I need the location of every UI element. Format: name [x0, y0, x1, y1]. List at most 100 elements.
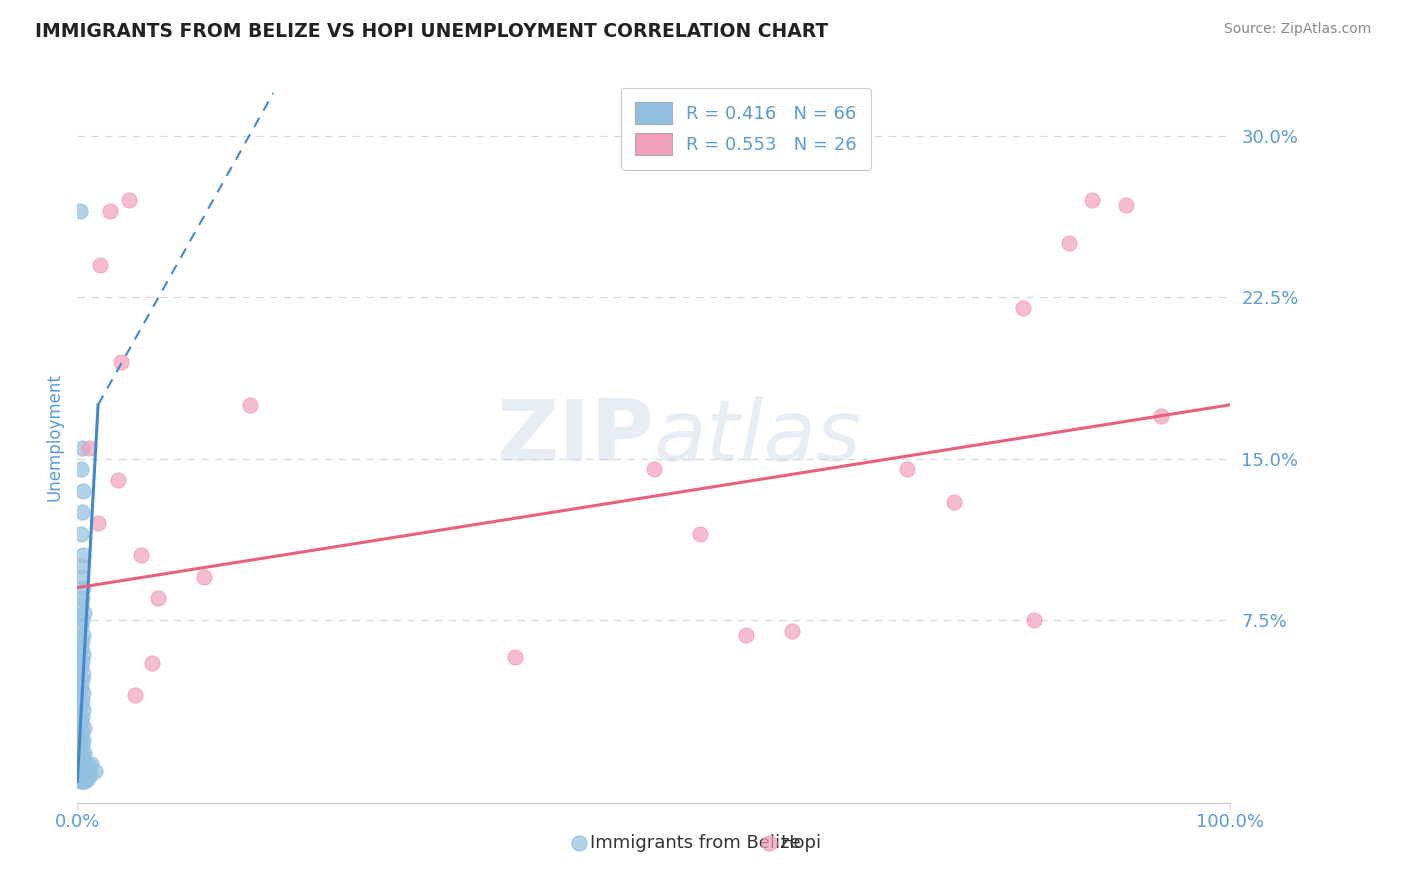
Point [69, 742, 91, 756]
Y-axis label: Unemployment: Unemployment [45, 373, 63, 501]
Point [146, 591, 169, 606]
Point [69, 729, 91, 743]
Text: Source: ZipAtlas.com: Source: ZipAtlas.com [1223, 22, 1371, 37]
Text: IMMIGRANTS FROM BELIZE VS HOPI UNEMPLOYMENT CORRELATION CHART: IMMIGRANTS FROM BELIZE VS HOPI UNEMPLOYM… [35, 22, 828, 41]
Point [69, 527, 91, 541]
Point [69, 204, 91, 219]
Point [643, 462, 665, 476]
Point [1081, 194, 1104, 208]
Text: ZIP: ZIP [496, 395, 654, 479]
Point [73, 770, 96, 784]
Point [124, 688, 146, 702]
Point [70, 748, 93, 763]
Point [1115, 198, 1137, 212]
Point [69, 462, 91, 476]
Point [72, 483, 94, 498]
Point [75, 764, 97, 778]
Point [70, 772, 93, 786]
Text: Hopi: Hopi [780, 834, 821, 852]
Point [72, 733, 94, 747]
Point [69, 764, 91, 778]
Point [72, 753, 94, 767]
Point [942, 494, 965, 508]
Point [70, 613, 93, 627]
Point [72, 648, 94, 662]
Point [98, 204, 121, 219]
Point [69, 750, 91, 764]
Point [69, 640, 91, 655]
Point [70, 673, 93, 688]
Point [73, 721, 96, 735]
Text: Immigrants from Belize: Immigrants from Belize [591, 834, 801, 852]
Point [70, 591, 93, 606]
Point [689, 527, 711, 541]
Point [735, 628, 758, 642]
Point [72, 703, 94, 717]
Point [70, 738, 93, 752]
Point [129, 549, 152, 563]
Point [239, 398, 262, 412]
Point [69, 774, 91, 789]
Point [83, 764, 105, 778]
Point [73, 607, 96, 621]
Point [505, 649, 527, 664]
Point [1150, 409, 1173, 423]
Point [896, 462, 918, 476]
Point [73, 772, 96, 786]
Point [72, 628, 94, 642]
Point [75, 774, 97, 789]
Point [72, 549, 94, 563]
Point [1024, 613, 1046, 627]
Point [780, 624, 803, 638]
Point [69, 757, 91, 772]
Point [72, 759, 94, 773]
Point [73, 747, 96, 761]
Point [76, 772, 98, 786]
Point [79, 768, 101, 782]
Point [69, 714, 91, 728]
Point [70, 505, 93, 519]
Point [70, 634, 93, 648]
Text: atlas: atlas [654, 395, 862, 479]
Point [70, 724, 93, 739]
Point [69, 660, 91, 674]
Point [80, 757, 103, 772]
Point [69, 598, 91, 612]
Point [76, 765, 98, 780]
Point [107, 473, 129, 487]
Point [70, 770, 93, 784]
Point [70, 654, 93, 668]
Point [70, 761, 93, 775]
Point [89, 258, 111, 272]
Point [70, 765, 93, 780]
Point [69, 768, 91, 782]
Legend: R = 0.416   N = 66, R = 0.553   N = 26: R = 0.416 N = 66, R = 0.553 N = 26 [621, 87, 872, 169]
Point [70, 755, 93, 769]
Point [1011, 301, 1033, 315]
Point [69, 680, 91, 694]
Point [70, 441, 93, 455]
Point [70, 774, 93, 789]
Point [72, 581, 94, 595]
Point [1057, 236, 1080, 251]
Point [141, 656, 163, 670]
Point [69, 770, 91, 784]
Point [72, 774, 94, 789]
Point [193, 570, 215, 584]
Point [70, 710, 93, 724]
Point [69, 619, 91, 633]
Point [72, 768, 94, 782]
Point [72, 666, 94, 681]
Point [118, 194, 141, 208]
Point [77, 759, 100, 773]
Point [72, 686, 94, 700]
Point [70, 559, 93, 574]
Point [73, 764, 96, 778]
Point [87, 516, 110, 530]
Point [77, 441, 100, 455]
Point [69, 570, 91, 584]
Point [70, 692, 93, 706]
Point [110, 355, 132, 369]
Point [69, 697, 91, 711]
Point [76, 768, 98, 782]
